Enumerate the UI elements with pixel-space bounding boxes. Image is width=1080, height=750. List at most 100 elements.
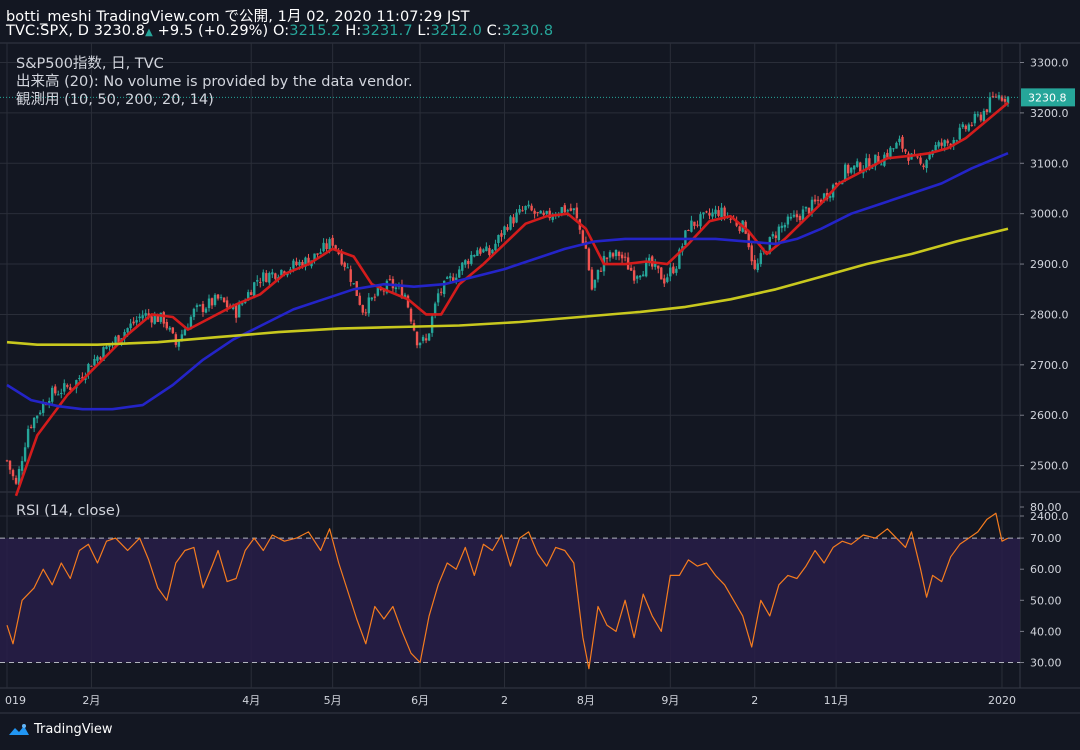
ma-line-ma50[interactable] <box>6 152 1009 411</box>
candle[interactable] <box>87 362 90 379</box>
candle[interactable] <box>60 388 63 399</box>
candle[interactable] <box>216 293 220 301</box>
candle[interactable] <box>20 456 24 476</box>
candle[interactable] <box>93 354 96 367</box>
candle[interactable] <box>892 147 895 152</box>
candle[interactable] <box>63 379 66 395</box>
candle[interactable] <box>895 141 898 149</box>
candle[interactable] <box>183 327 187 336</box>
candle[interactable] <box>464 259 467 268</box>
candle[interactable] <box>268 271 271 288</box>
candle[interactable] <box>11 468 15 481</box>
candle[interactable] <box>195 303 199 312</box>
candle[interactable] <box>850 167 853 175</box>
rsi-line[interactable] <box>6 512 1009 670</box>
candle[interactable] <box>847 163 850 177</box>
candle[interactable] <box>696 220 699 228</box>
moving-averages[interactable] <box>6 101 1009 497</box>
legend-indicator[interactable]: 観測用 (10, 50, 200, 20, 14) <box>16 92 214 108</box>
candle[interactable] <box>358 292 361 306</box>
candle[interactable] <box>587 247 591 271</box>
candle[interactable] <box>449 272 452 283</box>
candle[interactable] <box>898 135 901 146</box>
candle[interactable] <box>922 163 925 170</box>
candle[interactable] <box>780 222 784 233</box>
candle[interactable] <box>614 249 618 260</box>
tradingview-brand[interactable]: TradingView <box>8 722 113 737</box>
candle[interactable] <box>201 300 205 317</box>
candle[interactable] <box>786 214 790 229</box>
candle[interactable] <box>675 265 678 276</box>
candle[interactable] <box>635 275 639 284</box>
candle[interactable] <box>590 266 594 291</box>
candle[interactable] <box>343 261 346 271</box>
candle[interactable] <box>5 459 9 462</box>
candle[interactable] <box>801 205 805 222</box>
candle[interactable] <box>458 266 461 279</box>
candle[interactable] <box>204 306 208 314</box>
candle[interactable] <box>599 267 603 272</box>
candle[interactable] <box>234 303 238 323</box>
candle[interactable] <box>503 225 506 239</box>
candle[interactable] <box>108 345 111 351</box>
candle[interactable] <box>976 111 980 118</box>
candle[interactable] <box>985 108 989 115</box>
candle[interactable] <box>693 221 696 230</box>
candle[interactable] <box>141 310 144 322</box>
candle[interactable] <box>78 375 81 381</box>
candle[interactable] <box>162 310 165 328</box>
candle[interactable] <box>26 425 30 449</box>
candle[interactable] <box>629 264 633 272</box>
candle[interactable] <box>467 258 470 269</box>
candle[interactable] <box>488 245 491 259</box>
candle[interactable] <box>934 141 937 152</box>
candle[interactable] <box>789 212 793 221</box>
candle[interactable] <box>783 222 787 232</box>
candle[interactable] <box>168 326 172 332</box>
candle[interactable] <box>937 140 940 149</box>
candle[interactable] <box>421 334 425 344</box>
candle[interactable] <box>967 122 971 132</box>
candle[interactable] <box>427 333 431 342</box>
candle[interactable] <box>436 288 440 307</box>
legend-volume[interactable]: 出来高 (20): No volume is provided by the d… <box>16 74 413 90</box>
candle[interactable] <box>198 304 202 307</box>
candle[interactable] <box>946 138 949 147</box>
candle[interactable] <box>657 265 660 274</box>
candle[interactable] <box>38 410 42 416</box>
candle[interactable] <box>533 208 536 219</box>
candle[interactable] <box>699 211 702 231</box>
candle[interactable] <box>626 252 630 270</box>
candle[interactable] <box>479 246 482 256</box>
candle[interactable] <box>295 257 298 267</box>
candle[interactable] <box>346 263 349 269</box>
candle[interactable] <box>593 279 597 291</box>
candle[interactable] <box>638 274 642 280</box>
candle[interactable] <box>994 93 998 98</box>
candle[interactable] <box>530 203 533 212</box>
candle[interactable] <box>623 252 627 262</box>
candle[interactable] <box>129 318 132 332</box>
candle[interactable] <box>54 384 57 396</box>
candle[interactable] <box>319 248 322 255</box>
candle[interactable] <box>521 206 524 212</box>
candle[interactable] <box>66 383 69 389</box>
candle[interactable] <box>325 238 328 253</box>
candle[interactable] <box>219 294 223 301</box>
candle[interactable] <box>90 365 93 367</box>
candle[interactable] <box>445 275 449 280</box>
ma-line-ma10[interactable] <box>14 101 1009 497</box>
candle[interactable] <box>596 269 600 283</box>
candle[interactable] <box>165 318 168 331</box>
candle[interactable] <box>804 206 808 212</box>
candle[interactable] <box>210 297 214 309</box>
candle[interactable] <box>979 111 983 123</box>
candle[interactable] <box>663 274 666 287</box>
candle[interactable] <box>8 460 12 475</box>
candle[interactable] <box>970 121 974 127</box>
candle[interactable] <box>759 249 762 267</box>
candle[interactable] <box>654 258 657 270</box>
candle[interactable] <box>608 250 612 262</box>
candle[interactable] <box>500 230 503 242</box>
